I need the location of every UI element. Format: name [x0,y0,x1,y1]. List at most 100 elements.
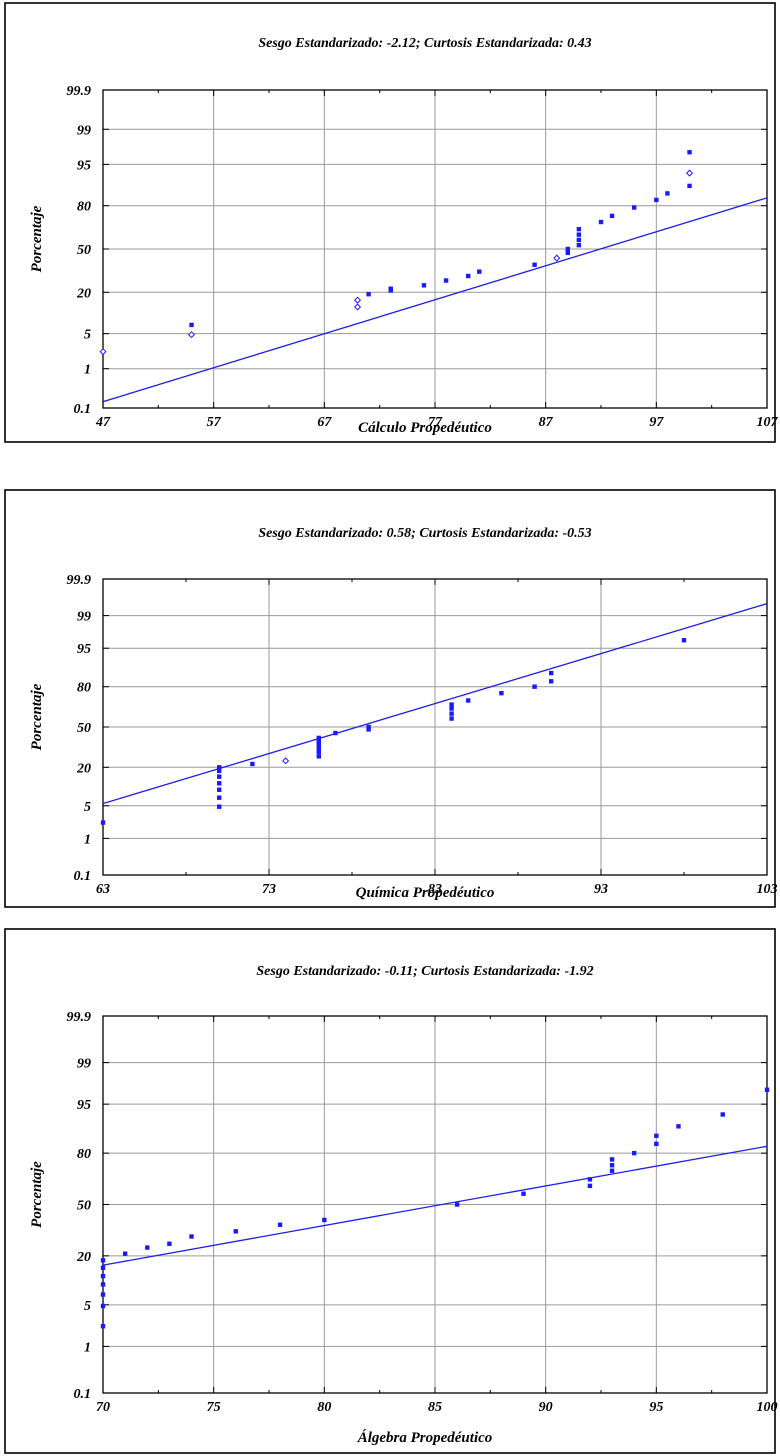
y-tick-label: 99.9 [67,1010,92,1025]
data-point [217,805,221,809]
data-point [532,684,536,688]
y-tick-label: 20 [76,1250,91,1265]
data-point [317,750,321,754]
data-point [145,1245,149,1249]
y-tick-label: 20 [76,761,91,776]
data-point [355,304,361,310]
data-point [577,227,581,231]
x-tick-label: 107 [757,415,779,430]
data-point [687,184,691,188]
data-point [101,1266,105,1270]
y-tick-label: 80 [77,1147,91,1162]
data-point [189,323,193,327]
data-point [477,269,481,273]
data-point [610,1169,614,1173]
x-tick-label: 57 [207,415,222,430]
data-point [100,349,106,355]
y-axis-label: Porcentaje [29,205,45,272]
data-point [234,1229,238,1233]
data-point [632,1151,636,1155]
data-point [189,1234,193,1238]
y-tick-label: 1 [84,832,91,847]
x-tick-label: 63 [96,882,110,897]
y-tick-label: 5 [84,1299,91,1314]
y-tick-label: 1 [84,363,91,378]
y-tick-label: 99 [77,123,91,138]
y-tick-label: 5 [84,328,91,343]
data-point [532,263,536,267]
data-point [549,671,553,675]
data-point [317,746,321,750]
data-point [101,1304,105,1308]
data-point [444,278,448,282]
data-point [455,1202,459,1206]
data-point [422,283,426,287]
y-tick-label: 99.9 [67,573,92,588]
data-point [577,238,581,242]
data-point [676,1124,680,1128]
data-point [610,214,614,218]
data-point [250,762,254,766]
data-point [333,731,337,735]
chart-title: Sesgo Estandarizado: 0.58; Curtosis Esta… [258,526,591,541]
data-point [554,255,560,261]
chart-title: Sesgo Estandarizado: -0.11; Curtosis Est… [256,964,593,979]
x-tick-label: 70 [96,1400,110,1415]
y-tick-label: 99 [77,610,91,625]
data-point [389,287,393,291]
x-tick-label: 103 [757,882,778,897]
chart-panel-3: Sesgo Estandarizado: -0.11; Curtosis Est… [5,929,778,1453]
y-tick-label: 20 [76,286,91,301]
x-tick-label: 97 [649,415,664,430]
x-tick-label: 67 [317,415,332,430]
x-tick-label: 100 [757,1400,778,1415]
y-tick-label: 0.1 [74,1387,92,1402]
data-point [577,243,581,247]
data-point [687,150,691,154]
data-point [449,711,453,715]
data-point [654,198,658,202]
chart-panel-1: Sesgo Estandarizado: -2.12; Curtosis Est… [5,3,779,442]
x-axis-label: Álgebra Propedéutico [357,1429,493,1446]
data-point [449,702,453,706]
data-point [101,820,105,824]
data-point [632,205,636,209]
x-axis-label: Cálculo Propedéutico [358,420,492,436]
x-tick-label: 93 [594,882,608,897]
data-point [599,220,603,224]
data-point [101,1324,105,1328]
data-point [123,1251,127,1255]
x-tick-label: 80 [317,1400,331,1415]
chart-panel-2: Sesgo Estandarizado: 0.58; Curtosis Esta… [5,490,778,907]
y-tick-label: 99 [77,1057,91,1072]
data-point [217,795,221,799]
data-point [765,1088,769,1092]
data-point [499,691,503,695]
data-point [167,1242,171,1246]
data-point [217,781,221,785]
data-point [101,1292,105,1296]
data-point [687,170,693,176]
data-point [566,247,570,251]
data-point [322,1218,326,1222]
data-point [189,332,195,338]
x-axis-label: Química Propedéutico [356,885,495,901]
x-tick-label: 73 [262,882,276,897]
data-point [355,297,361,303]
data-point [566,251,570,255]
data-point [217,788,221,792]
y-tick-label: 80 [77,200,91,215]
x-tick-label: 75 [207,1400,221,1415]
data-point [610,1163,614,1167]
panel-frame [5,929,775,1453]
data-point [521,1192,525,1196]
data-point [682,638,686,642]
y-tick-label: 95 [77,642,91,657]
panel-frame [5,3,775,442]
data-point [654,1142,658,1146]
data-point [366,725,370,729]
y-tick-label: 95 [77,1098,91,1113]
panel-frame [5,490,775,907]
y-axis-label: Porcentaje [29,1161,45,1228]
